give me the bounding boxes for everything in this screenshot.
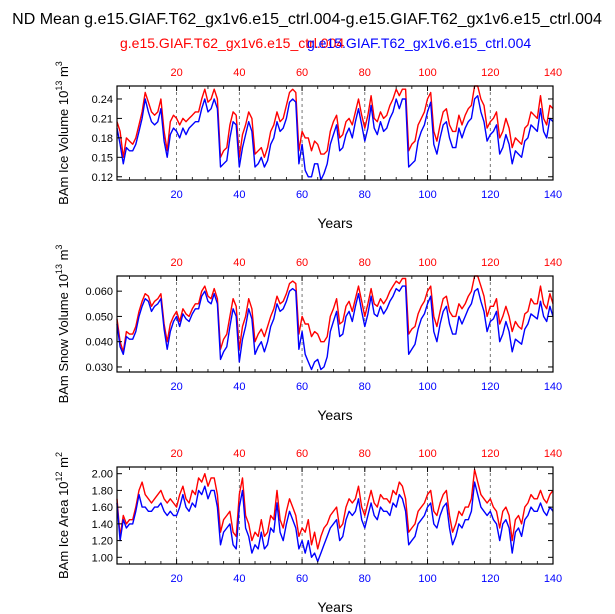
x-tick-label-bottom: 40	[233, 573, 245, 585]
y-tick-label: 0.060	[85, 286, 113, 298]
x-tick-label-bottom: 100	[418, 573, 436, 585]
y-label-unit-exponent: 2	[54, 452, 64, 457]
y-tick-label: 1.20	[92, 536, 113, 548]
y-tick-label: 1.00	[92, 552, 113, 564]
legend: g.e15.GIAF.T62_gx1v6.e15_ctrl.004 g.e15.…	[120, 35, 531, 51]
figure-title: ND Mean g.e15.GIAF.T62_gx1v6.e15_ctrl.00…	[12, 11, 602, 28]
x-tick-label-top: 20	[170, 67, 182, 79]
y-tick-label: 0.15	[92, 152, 113, 164]
x-tick-label-top: 60	[296, 448, 308, 460]
plot-frame	[116, 85, 554, 181]
y-tick-label: 1.40	[92, 519, 113, 531]
x-tick-label-top: 100	[418, 448, 436, 460]
series-line-blue	[116, 481, 554, 563]
x-tick-label-top: 140	[544, 67, 562, 79]
series-line-blue	[116, 285, 554, 371]
x-axis-label: Years	[317, 599, 352, 614]
x-tick-label-bottom: 60	[296, 573, 308, 585]
x-tick-label-top: 120	[481, 448, 499, 460]
y-tick-label: 0.21	[92, 113, 113, 125]
y-label-exponent: 13	[54, 81, 64, 91]
x-tick-label-bottom: 20	[170, 189, 182, 201]
x-tick-label-top: 80	[359, 257, 371, 269]
x-tick-label-bottom: 120	[481, 573, 499, 585]
x-tick-label-top: 20	[170, 257, 182, 269]
x-tick-label-bottom: 60	[296, 189, 308, 201]
y-tick-label: 0.24	[92, 94, 113, 106]
y-label-unit: m	[56, 66, 71, 80]
x-tick-label-top: 140	[544, 448, 562, 460]
x-tick-label-bottom: 100	[418, 381, 436, 393]
y-tick-label: 0.12	[92, 172, 113, 184]
x-tick-label-top: 60	[296, 257, 308, 269]
y-tick-label: 0.040	[85, 337, 113, 349]
y-tick-label: 2.00	[92, 469, 113, 481]
y-axis-label: BAm Ice Volume 1013 m3	[54, 61, 71, 205]
series-line-red	[116, 85, 554, 159]
y-tick-label: 1.60	[92, 502, 113, 514]
y-tick-label: 1.80	[92, 485, 113, 497]
x-tick-label-bottom: 140	[544, 381, 562, 393]
series-line-blue	[116, 94, 554, 181]
x-tick-label-bottom: 40	[233, 189, 245, 201]
y-label-unit-exponent: 3	[54, 61, 64, 66]
x-tick-label-top: 100	[418, 67, 436, 79]
panels: 0.12 0.15 0.18 0.21 0.24 20 40 60 80 100 120 140 20 4…	[54, 61, 562, 614]
x-tick-label-bottom: 60	[296, 381, 308, 393]
y-axis-label: BAm Ice Area 1012 m2	[54, 452, 71, 579]
y-axis-label: BAm Snow Volume 1013 m3	[54, 245, 71, 404]
legend-blue-label: g.e15.GIAF.T62_gx1v6.e15_ctrl.004	[307, 35, 531, 51]
x-tick-label-top: 80	[359, 67, 371, 79]
y-tick-label: 0.050	[85, 311, 113, 323]
y-label-unit: m	[56, 457, 71, 471]
y-label-main: BAm Ice Area 10	[56, 481, 71, 579]
x-tick-label-bottom: 100	[418, 189, 436, 201]
x-axis-label: Years	[317, 407, 352, 423]
y-label-unit: m	[56, 250, 71, 264]
series-line-red	[116, 275, 554, 353]
x-tick-label-bottom: 80	[359, 381, 371, 393]
plot-frame	[116, 275, 554, 373]
x-tick-label-top: 20	[170, 448, 182, 460]
series-line-red	[116, 468, 554, 550]
x-tick-label-bottom: 80	[359, 573, 371, 585]
y-label-unit-exponent: 3	[54, 245, 64, 250]
x-tick-label-top: 120	[481, 67, 499, 79]
x-tick-label-top: 140	[544, 257, 562, 269]
x-tick-label-top: 120	[481, 257, 499, 269]
x-tick-label-bottom: 140	[544, 189, 562, 201]
x-tick-label-top: 40	[233, 448, 245, 460]
y-label-exponent: 13	[54, 264, 64, 274]
y-label-exponent: 12	[54, 471, 64, 481]
y-label-main: BAm Snow Volume 10	[56, 274, 71, 403]
y-tick-label: 0.18	[92, 133, 113, 145]
x-tick-label-top: 100	[418, 257, 436, 269]
plot-frame	[116, 466, 554, 565]
panel-2: 0.030 0.040 0.050 0.060 20 40 60 80 100 120 140 20 4…	[54, 245, 562, 423]
x-tick-label-bottom: 20	[170, 381, 182, 393]
panel-1: 0.12 0.15 0.18 0.21 0.24 20 40 60 80 100 120 140 20 4…	[54, 61, 562, 231]
x-tick-label-bottom: 120	[481, 189, 499, 201]
legend-red-label: g.e15.GIAF.T62_gx1v6.e15_ctrl.004	[120, 35, 344, 51]
x-tick-label-top: 40	[233, 257, 245, 269]
x-tick-label-top: 80	[359, 448, 371, 460]
x-tick-label-top: 40	[233, 67, 245, 79]
x-tick-label-bottom: 40	[233, 381, 245, 393]
x-tick-label-bottom: 120	[481, 381, 499, 393]
x-tick-label-top: 60	[296, 67, 308, 79]
x-axis-label: Years	[317, 215, 352, 231]
x-tick-label-bottom: 140	[544, 573, 562, 585]
x-tick-label-bottom: 80	[359, 189, 371, 201]
y-tick-label: 0.030	[85, 362, 113, 374]
x-tick-label-bottom: 20	[170, 573, 182, 585]
y-label-main: BAm Ice Volume 10	[56, 91, 71, 205]
panel-3: 1.00 1.20 1.40 1.60 1.80 2.00 20 40 60 80 100 120 14…	[54, 448, 562, 614]
